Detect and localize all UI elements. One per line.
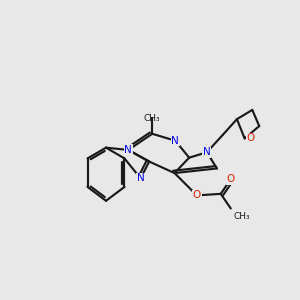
Text: CH₃: CH₃ bbox=[234, 212, 250, 220]
Text: O: O bbox=[247, 134, 255, 143]
Text: O: O bbox=[193, 190, 201, 200]
Text: N: N bbox=[203, 147, 211, 157]
Text: N: N bbox=[137, 173, 145, 184]
Text: O: O bbox=[226, 174, 235, 184]
Text: N: N bbox=[124, 145, 132, 155]
Text: CH₃: CH₃ bbox=[144, 114, 160, 123]
Text: N: N bbox=[171, 136, 179, 146]
